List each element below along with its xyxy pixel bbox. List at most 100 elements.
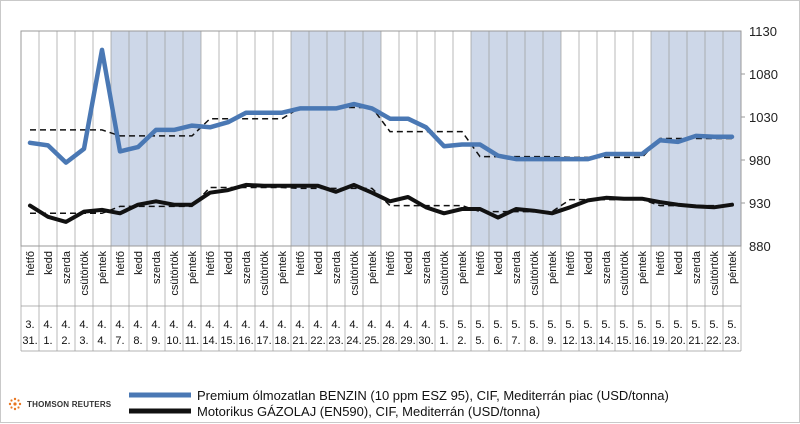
x-date-month: 4. [169,319,178,331]
x-date-day: 23. [724,335,739,347]
x-date-month: 4. [187,319,196,331]
x-day-label: szerda [601,250,613,284]
x-date-day: 7. [511,335,520,347]
x-date-month: 5. [655,319,664,331]
x-day-label: hétfő [295,251,307,275]
week-band [111,31,201,246]
x-date-day: 3. [79,335,88,347]
x-date-month: 5. [727,319,736,331]
x-date-month: 5. [457,319,466,331]
x-day-label: szerda [511,250,523,284]
x-date-month: 4. [403,319,412,331]
x-date-day: 2. [457,335,466,347]
x-date-day: 29. [400,335,415,347]
x-day-label: csütörtök [439,251,451,296]
x-day-label: kedd [133,251,145,275]
x-date-day: 22. [310,335,325,347]
x-day-label: hétfő [205,251,217,275]
x-date-month: 4. [97,319,106,331]
x-date-day: 17. [256,335,271,347]
x-day-label: péntek [727,251,739,285]
x-date-day: 30. [418,335,433,347]
x-date-month: 5. [619,319,628,331]
x-day-label: szerda [61,250,73,284]
x-day-label: hétfő [115,251,127,275]
x-date-month: 5. [529,319,538,331]
y-tick-label: 930 [749,196,771,211]
x-day-label: péntek [97,251,109,285]
x-date-month: 4. [349,319,358,331]
x-date-month: 5. [637,319,646,331]
x-date-day: 6. [493,335,502,347]
x-date-day: 1. [43,335,52,347]
x-day-label: kedd [673,251,685,275]
x-day-label: hétfő [655,251,667,275]
x-day-label: péntek [637,251,649,285]
x-day-label: csütörtök [259,251,271,296]
x-date-month: 3. [25,319,34,331]
x-date-day: 21. [688,335,703,347]
series-line-benzin [27,47,735,165]
x-day-label: péntek [547,251,559,285]
x-date-day: 19. [652,335,667,347]
x-date-month: 5. [709,319,718,331]
x-day-label: szerda [691,250,703,284]
x-date-day: 14. [202,335,217,347]
x-date-day: 8. [133,335,142,347]
x-date-month: 5. [547,319,556,331]
x-date-day: 12. [562,335,577,347]
x-date-month: 5. [565,319,574,331]
x-day-label: szerda [421,250,433,284]
x-date-day: 8. [529,335,538,347]
x-day-label: csütörtök [529,251,541,296]
x-date-day: 13. [580,335,595,347]
x-date-month: 5. [493,319,502,331]
x-date-month: 4. [295,319,304,331]
x-day-label: szerda [151,250,163,284]
x-date-day: 24. [346,335,361,347]
x-date-month: 5. [475,319,484,331]
x-date-month: 4. [313,319,322,331]
x-day-label: kedd [493,251,505,275]
weekly-average-line-benzin [30,106,732,159]
x-day-label: szerda [241,250,253,284]
x-date-month: 4. [115,319,124,331]
x-date-month: 5. [601,319,610,331]
x-date-month: 4. [79,319,88,331]
x-date-day: 1. [439,335,448,347]
y-tick-label: 1080 [749,67,778,82]
x-date-month: 5. [511,319,520,331]
x-date-day: 11. [185,335,199,347]
x-date-day: 14. [598,335,613,347]
x-date-day: 9. [151,335,160,347]
x-date-month: 4. [259,319,268,331]
x-date-day: 31. [22,335,37,347]
x-date-day: 9. [547,335,556,347]
y-tick-label: 880 [749,239,771,254]
x-day-label: kedd [583,251,595,275]
logo-text: THOMSON REUTERS [27,400,112,409]
x-date-month: 4. [421,319,430,331]
x-day-label: csütörtök [169,251,181,296]
x-date-month: 4. [133,319,142,331]
reuters-dots-icon [8,397,22,411]
x-date-month: 4. [151,319,160,331]
x-date-day: 5. [475,335,484,347]
x-date-day: 18. [274,335,289,347]
x-day-label: csütörtök [619,251,631,296]
x-date-month: 4. [43,319,52,331]
x-day-label: kedd [223,251,235,275]
x-day-label: hétfő [25,251,37,275]
x-date-month: 4. [331,319,340,331]
y-tick-label: 1030 [749,110,778,125]
x-day-label: csütörtök [79,251,91,296]
x-date-day: 10. [166,335,181,347]
x-day-label: csütörtök [709,251,721,296]
x-date-day: 2. [61,335,70,347]
x-date-month: 5. [673,319,682,331]
x-date-day: 15. [616,335,631,347]
x-date-day: 4. [97,335,106,347]
y-tick-label: 1130 [749,24,777,39]
